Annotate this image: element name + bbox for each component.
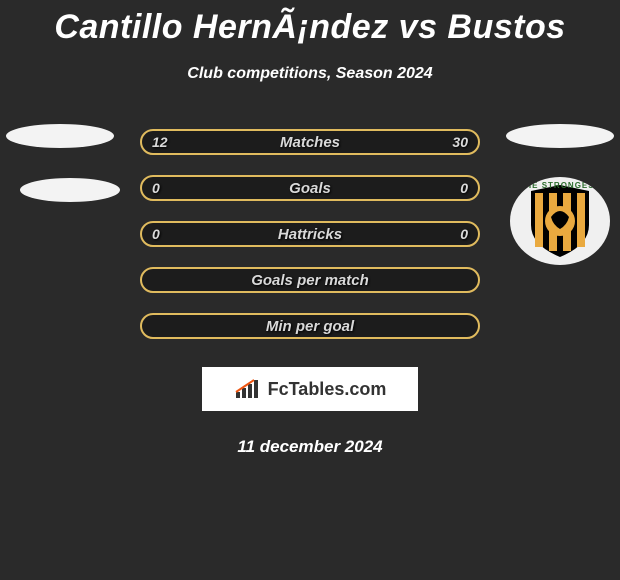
stat-label: Goals per match xyxy=(251,272,369,289)
chart-icon xyxy=(234,378,262,400)
source-logo[interactable]: FcTables.com xyxy=(202,367,418,411)
stat-right-value: 0 xyxy=(460,226,468,242)
date-label: 11 december 2024 xyxy=(0,437,620,457)
stat-left-value: 0 xyxy=(152,180,160,196)
stat-left-value: 12 xyxy=(152,134,168,150)
stat-row-matches: 12 Matches 30 xyxy=(140,129,480,155)
stat-row-gpm: Goals per match xyxy=(140,267,480,293)
stat-row-hattricks: 0 Hattricks 0 xyxy=(140,221,480,247)
logo-text: FcTables.com xyxy=(268,379,387,400)
right-badge-placeholder-1 xyxy=(506,124,614,148)
stat-label: Matches xyxy=(280,134,340,151)
stat-row-goals: 0 Goals 0 xyxy=(140,175,480,201)
shield-icon xyxy=(527,183,593,259)
right-club-badge: THE STRONGEST xyxy=(508,176,612,266)
stat-right-value: 30 xyxy=(452,134,468,150)
badge-arc-text: THE STRONGEST xyxy=(519,181,600,190)
stat-label: Hattricks xyxy=(278,226,342,243)
subtitle: Club competitions, Season 2024 xyxy=(0,65,620,83)
stat-left-value: 0 xyxy=(152,226,160,242)
stat-row-mpg: Min per goal xyxy=(140,313,480,339)
stat-label: Min per goal xyxy=(266,318,354,335)
left-badge-placeholder-1 xyxy=(6,124,114,148)
stat-right-value: 0 xyxy=(460,180,468,196)
stat-label: Goals xyxy=(289,180,331,197)
page-title: Cantillo HernÃ¡ndez vs Bustos xyxy=(0,0,620,47)
left-badge-placeholder-2 xyxy=(20,178,120,202)
